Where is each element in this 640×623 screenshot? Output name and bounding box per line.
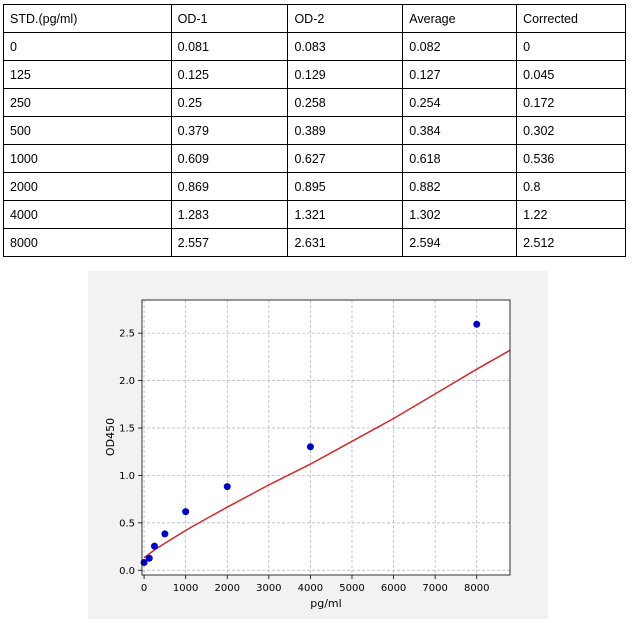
table-cell: 0.258 xyxy=(287,88,404,117)
table-cell: 8000 xyxy=(3,228,172,257)
data-point xyxy=(145,554,153,562)
data-point xyxy=(223,483,231,491)
table-cell: 0.045 xyxy=(516,60,626,89)
x-tick-label: 1000 xyxy=(173,583,198,594)
data-point xyxy=(473,320,481,328)
table-row: 1000 0.609 0.627 0.618 0.536 xyxy=(3,144,626,173)
table-cell: 0 xyxy=(3,32,172,61)
y-tick-label: 2.0 xyxy=(119,376,135,387)
table-cell: 1.283 xyxy=(170,200,289,229)
x-tick-label: 7000 xyxy=(422,583,447,594)
table-header-row: STD.(pg/ml) OD-1 OD-2 Average Corrected xyxy=(3,4,626,33)
table-cell: 0.882 xyxy=(402,172,518,201)
table-cell: 0.627 xyxy=(287,144,404,173)
table-cell: 4000 xyxy=(3,200,172,229)
plot-frame xyxy=(141,299,511,576)
table-row: 2000 0.869 0.895 0.882 0.8 xyxy=(3,172,626,201)
table-cell: 1000 xyxy=(3,144,172,173)
table-cell: 2000 xyxy=(3,172,172,201)
data-point xyxy=(182,508,190,516)
y-tick-label: 2.5 xyxy=(119,329,135,340)
table-cell: 0.869 xyxy=(170,172,289,201)
table-cell: 2.631 xyxy=(287,228,404,257)
column-header: OD-1 xyxy=(170,4,289,33)
table-cell: 0.8 xyxy=(516,172,626,201)
x-axis-label: pg/ml xyxy=(310,597,341,610)
table-cell: 0.127 xyxy=(402,60,518,89)
x-tick-label: 4000 xyxy=(298,583,323,594)
y-tick-label: 1.5 xyxy=(119,424,135,435)
table-cell: 2.594 xyxy=(402,228,518,257)
table-cell: 1.321 xyxy=(287,200,404,229)
y-tick-label: 0.0 xyxy=(119,566,135,577)
table-cell: 0.536 xyxy=(516,144,626,173)
table-cell: 0.384 xyxy=(402,116,518,145)
table-cell: 1.22 xyxy=(516,200,626,229)
x-tick-label: 5000 xyxy=(339,583,364,594)
table-cell: 0.083 xyxy=(287,32,404,61)
table-cell: 0.389 xyxy=(287,116,404,145)
table-row: 125 0.125 0.129 0.127 0.045 xyxy=(3,60,626,89)
data-point xyxy=(306,443,314,451)
table-cell: 0.379 xyxy=(170,116,289,145)
column-header: STD.(pg/ml) xyxy=(3,4,172,33)
table-cell: 1.302 xyxy=(402,200,518,229)
table-row: 4000 1.283 1.321 1.302 1.22 xyxy=(3,200,626,229)
table-cell: 500 xyxy=(3,116,172,145)
table-cell: 0.082 xyxy=(402,32,518,61)
table-row: 500 0.379 0.389 0.384 0.302 xyxy=(3,116,626,145)
column-header: OD-2 xyxy=(287,4,404,33)
y-axis-label: OD450 xyxy=(104,418,117,456)
table-cell: 0.895 xyxy=(287,172,404,201)
x-tick-label: 8000 xyxy=(464,583,489,594)
x-tick-label: 2000 xyxy=(215,583,240,594)
table-cell: 0.609 xyxy=(170,144,289,173)
column-header: Average xyxy=(402,4,518,33)
table-cell: 2.557 xyxy=(170,228,289,257)
column-header: Corrected xyxy=(516,4,626,33)
y-tick-label: 0.5 xyxy=(119,518,135,529)
data-point xyxy=(161,530,169,538)
table-row: 250 0.25 0.258 0.254 0.172 xyxy=(3,88,626,117)
table-cell: 250 xyxy=(3,88,172,117)
table-cell: 125 xyxy=(3,60,172,89)
table-row: 0 0.081 0.083 0.082 0 xyxy=(3,32,626,61)
table-cell: 0.25 xyxy=(170,88,289,117)
table-cell: 0.125 xyxy=(170,60,289,89)
table-cell: 0.618 xyxy=(402,144,518,173)
plot-area xyxy=(142,300,510,575)
table-cell: 0.254 xyxy=(402,88,518,117)
table-cell: 0.302 xyxy=(516,116,626,145)
table-cell: 0.172 xyxy=(516,88,626,117)
fit-curve-line xyxy=(143,349,511,559)
y-tick-label: 1.0 xyxy=(119,471,135,482)
table-cell: 0 xyxy=(516,32,626,61)
data-point xyxy=(150,542,158,550)
standard-curve-table: STD.(pg/ml) OD-1 OD-2 Average Corrected 0 0.08… xyxy=(3,4,626,257)
table-cell: 0.081 xyxy=(170,32,289,61)
table-row: 8000 2.557 2.631 2.594 2.512 xyxy=(3,228,626,257)
x-tick-label: 0 xyxy=(141,583,147,594)
table-cell: 2.512 xyxy=(516,228,626,257)
table-cell: 0.129 xyxy=(287,60,404,89)
x-tick-label: 6000 xyxy=(381,583,406,594)
standard-curve-chart: 0 1000 2000 3000 4000 5000 6000 7000 8000 0.0 0.5… xyxy=(88,271,548,619)
x-tick-label: 3000 xyxy=(256,583,281,594)
